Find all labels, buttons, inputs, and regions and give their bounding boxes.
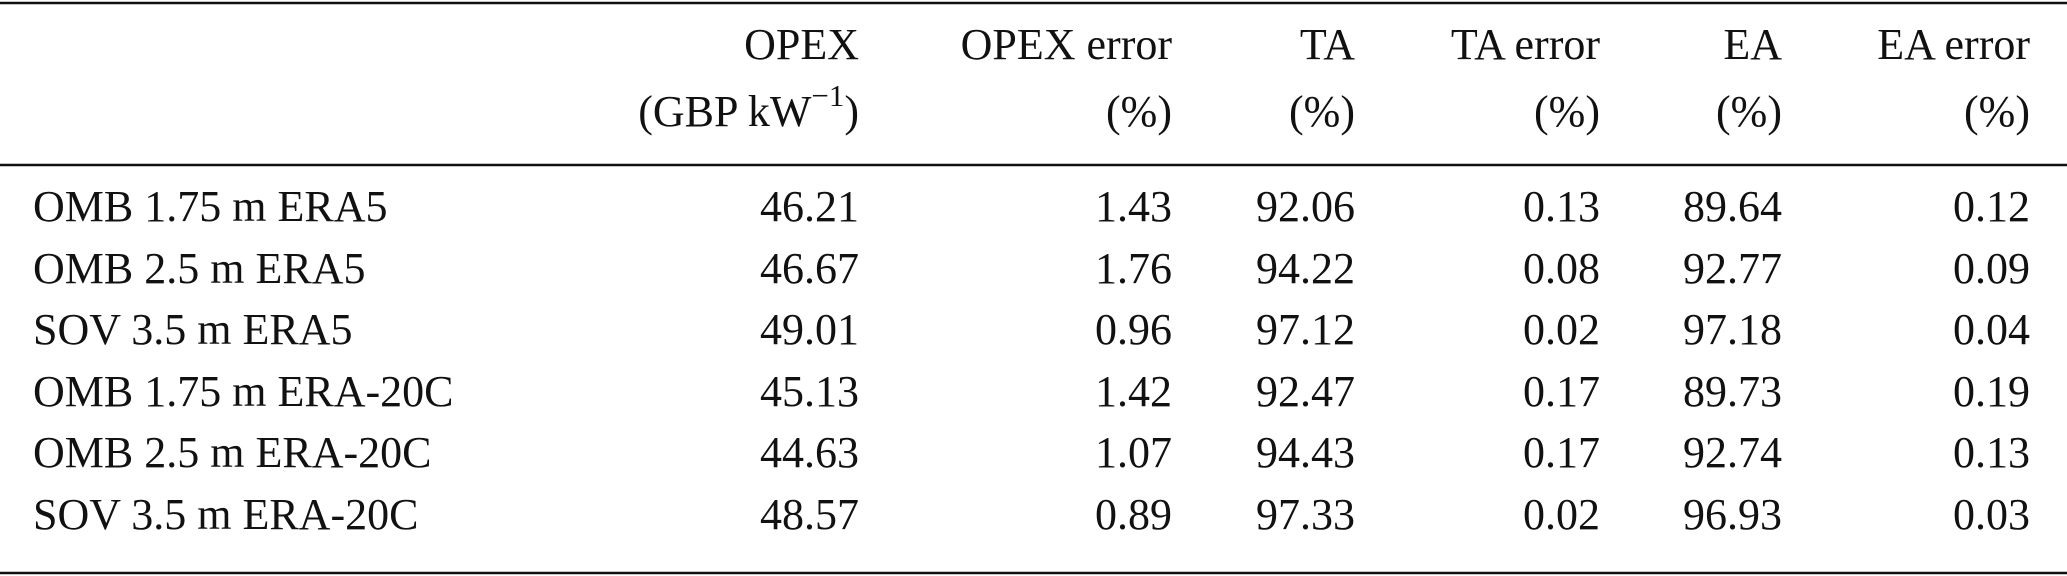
row-label: SOV 3.5 m ERA-20C <box>33 490 418 539</box>
cell: 1.42 <box>1095 367 1172 416</box>
cell: 0.12 <box>1953 182 2030 231</box>
cell: 46.21 <box>760 182 859 231</box>
cell: 0.17 <box>1523 367 1600 416</box>
header-unit: (%) <box>1964 87 2030 136</box>
cell: 92.06 <box>1256 182 1355 231</box>
cell: 94.43 <box>1256 428 1355 477</box>
cell: 92.47 <box>1256 367 1355 416</box>
unit-part: ) <box>844 87 859 136</box>
header-unit: (%) <box>1106 87 1172 136</box>
cell: 0.89 <box>1095 490 1172 539</box>
unit-part: (%) <box>1716 87 1782 136</box>
unit-part: (%) <box>1289 87 1355 136</box>
cell: 0.02 <box>1523 305 1600 354</box>
cell: 49.01 <box>760 305 859 354</box>
cell: 1.76 <box>1095 244 1172 293</box>
row-label: OMB 2.5 m ERA5 <box>33 244 365 293</box>
cell: 0.03 <box>1953 490 2030 539</box>
header-label: TA <box>1300 20 1355 69</box>
cell: 0.19 <box>1953 367 2030 416</box>
cell: 46.67 <box>760 244 859 293</box>
cell: 97.18 <box>1683 305 1782 354</box>
cell: 0.09 <box>1953 244 2030 293</box>
cell: 1.43 <box>1095 182 1172 231</box>
row-label: OMB 1.75 m ERA-20C <box>33 367 453 416</box>
cell: 0.13 <box>1953 428 2030 477</box>
header-label: EA error <box>1877 20 2030 69</box>
unit-part: (%) <box>1106 87 1172 136</box>
cell: 0.13 <box>1523 182 1600 231</box>
header-unit: (GBP kW−1) <box>638 78 859 136</box>
header-label: EA <box>1723 20 1782 69</box>
cell: 96.93 <box>1683 490 1782 539</box>
row-label: SOV 3.5 m ERA5 <box>33 305 352 354</box>
unit-part: (%) <box>1534 87 1600 136</box>
cell: 0.17 <box>1523 428 1600 477</box>
cell: 92.74 <box>1683 428 1782 477</box>
cell: 94.22 <box>1256 244 1355 293</box>
row-label: OMB 2.5 m ERA-20C <box>33 428 431 477</box>
superscript: −1 <box>811 78 844 113</box>
cell: 89.73 <box>1683 367 1782 416</box>
cell: 1.07 <box>1095 428 1172 477</box>
cell: 92.77 <box>1683 244 1782 293</box>
row-label: OMB 1.75 m ERA5 <box>33 182 387 231</box>
cell: 89.64 <box>1683 182 1782 231</box>
cell: 97.33 <box>1256 490 1355 539</box>
cell: 45.13 <box>760 367 859 416</box>
header-unit: (%) <box>1716 87 1782 136</box>
cell: 0.02 <box>1523 490 1600 539</box>
header-unit: (%) <box>1534 87 1600 136</box>
cell: 0.04 <box>1953 305 2030 354</box>
unit-part: (%) <box>1964 87 2030 136</box>
unit-part: (GBP kW <box>638 87 812 136</box>
header-label: TA error <box>1451 20 1601 69</box>
cell: 44.63 <box>760 428 859 477</box>
header-label: OPEX <box>744 20 859 69</box>
cell: 0.08 <box>1523 244 1600 293</box>
cell: 97.12 <box>1256 305 1355 354</box>
header-unit: (%) <box>1289 87 1355 136</box>
cell: 0.96 <box>1095 305 1172 354</box>
header-label: OPEX error <box>961 20 1173 69</box>
cell: 48.57 <box>760 490 859 539</box>
